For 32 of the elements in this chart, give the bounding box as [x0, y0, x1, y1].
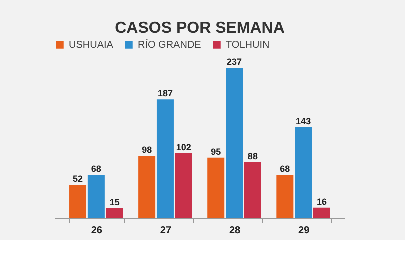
- bar: [106, 208, 124, 218]
- data-label: 237: [227, 57, 242, 67]
- bar: [175, 153, 192, 218]
- bar: [244, 162, 262, 218]
- data-label: 95: [211, 146, 222, 157]
- data-label: 88: [248, 151, 258, 162]
- bar: [138, 156, 156, 218]
- x-tick-label: 27: [160, 226, 172, 236]
- bar: [70, 185, 87, 218]
- legend-label: RÍO GRANDE: [138, 39, 202, 51]
- bar: [88, 174, 105, 218]
- bar: [313, 208, 330, 218]
- data-label: 68: [280, 164, 290, 174]
- data-label: 15: [110, 198, 120, 208]
- x-tick-label: 29: [298, 226, 310, 236]
- chart-title: CASOS POR SEMANA: [115, 20, 286, 37]
- x-tick-label: 26: [91, 226, 103, 236]
- bar: [208, 158, 225, 218]
- data-label: 143: [296, 116, 312, 126]
- data-label: 52: [73, 174, 84, 184]
- data-label: 98: [142, 144, 152, 155]
- data-label: 187: [158, 88, 173, 99]
- x-tick-label: 28: [229, 226, 242, 236]
- bar: [226, 68, 244, 218]
- bar: [156, 100, 174, 218]
- bar: [295, 127, 312, 218]
- data-label: 68: [91, 164, 102, 174]
- data-label: 102: [176, 142, 192, 152]
- legend-label: TOLHUIN: [226, 40, 270, 51]
- legend-label: USHUAIA: [69, 40, 114, 51]
- bar: [276, 174, 294, 218]
- data-label: 16: [316, 196, 327, 207]
